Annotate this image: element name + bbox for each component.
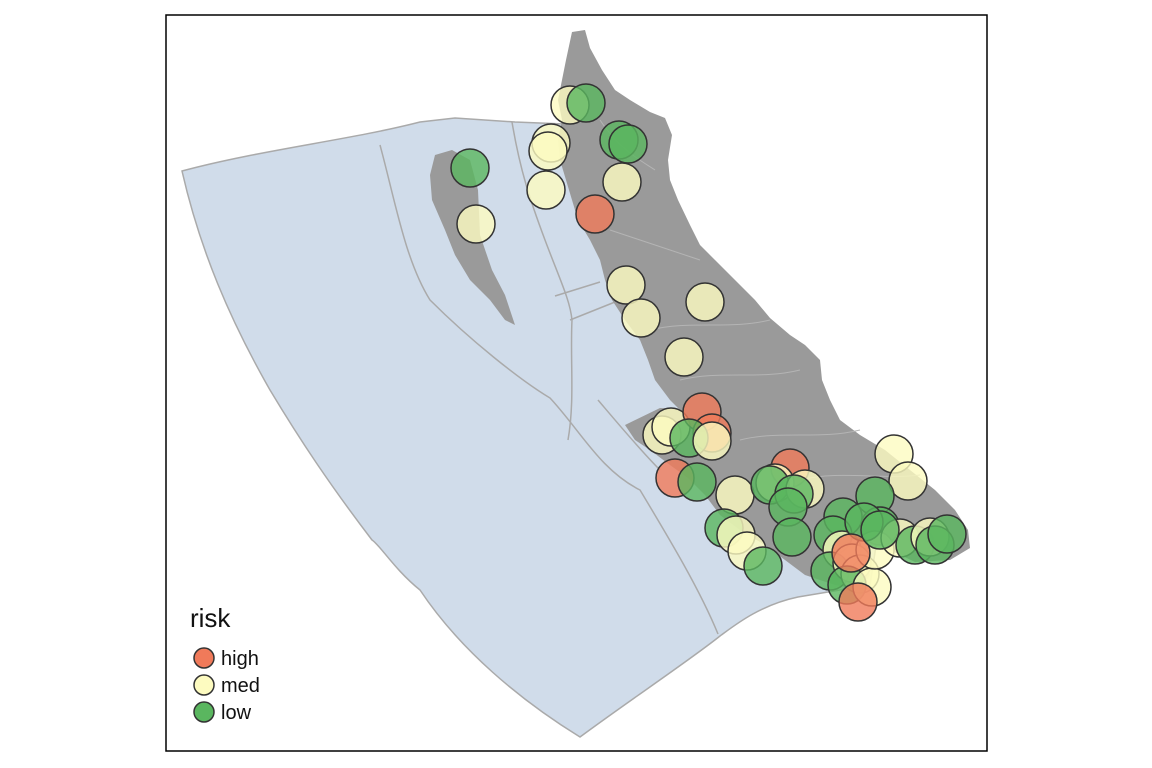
risk-marker-med	[888, 461, 928, 501]
risk-marker-high	[838, 582, 878, 622]
risk-marker-med	[664, 337, 704, 377]
mainland-coast	[558, 30, 970, 562]
zone-boundaries	[379, 121, 719, 635]
legend-label-low: low	[221, 702, 252, 724]
legend-label-med: med	[221, 675, 260, 697]
risk-marker-low	[927, 514, 967, 554]
risk-marker-low	[677, 462, 717, 502]
points-layer	[450, 83, 967, 622]
risk-marker-med	[621, 298, 661, 338]
legend-swatch-med	[193, 674, 215, 696]
risk-marker-low	[860, 510, 900, 550]
legend-swatch-low	[193, 701, 215, 723]
risk-marker-high	[575, 194, 615, 234]
risk-marker-med	[715, 475, 755, 515]
risk-marker-high	[831, 533, 871, 573]
map-frame	[165, 14, 988, 752]
risk-marker-med	[606, 265, 646, 305]
risk-marker-med	[456, 204, 496, 244]
legend-swatch-high	[193, 647, 215, 669]
risk-marker-med	[685, 282, 725, 322]
risk-marker-med	[602, 162, 642, 202]
legend-item-low: low	[193, 701, 252, 724]
risk-marker-med	[692, 421, 732, 461]
legend-label-high: high	[221, 648, 259, 670]
risk-marker-low	[743, 546, 783, 586]
ocean-region	[181, 117, 881, 738]
legend-title: risk	[190, 603, 231, 633]
risk-marker-low	[450, 148, 490, 188]
risk-marker-med	[528, 131, 568, 171]
legend: risk high med low	[190, 603, 260, 724]
risk-marker-low	[772, 517, 812, 557]
legend-item-med: med	[193, 674, 260, 697]
legend-item-high: high	[193, 647, 259, 670]
risk-marker-low	[608, 124, 648, 164]
risk-marker-low	[566, 83, 606, 123]
risk-marker-med	[526, 170, 566, 210]
